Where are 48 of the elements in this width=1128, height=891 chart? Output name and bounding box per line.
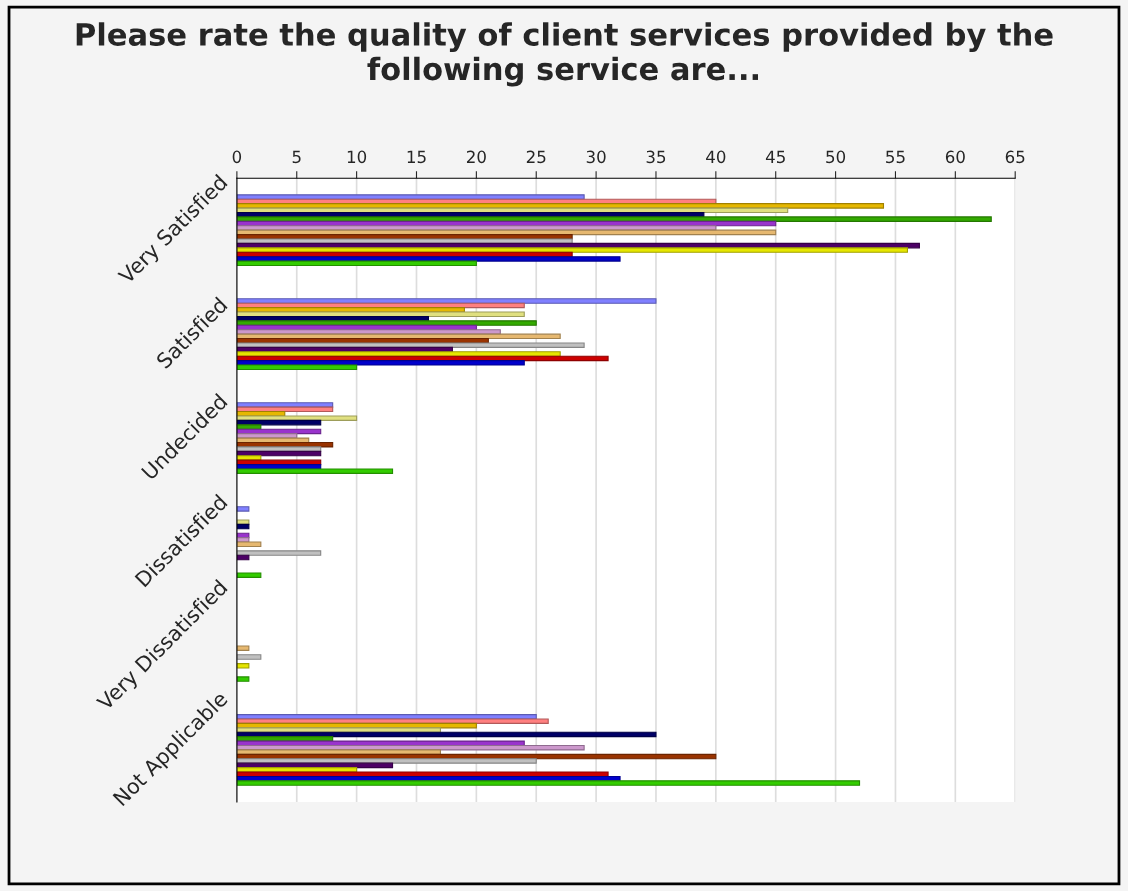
bar (236, 771, 609, 777)
bar (236, 207, 789, 214)
bar (236, 260, 477, 267)
bar (236, 676, 250, 682)
x-tick-label: 35 (646, 150, 666, 164)
bar (236, 298, 657, 304)
bar (236, 216, 992, 222)
bar (236, 360, 525, 366)
bar (236, 572, 262, 578)
bar (236, 541, 262, 547)
bar (236, 225, 717, 231)
x-tick-label: 20 (466, 150, 486, 164)
bar (236, 727, 441, 733)
x-tick-label: 60 (945, 150, 965, 164)
bar (236, 780, 861, 786)
bar (236, 194, 585, 200)
bar (236, 718, 549, 724)
bar (236, 415, 358, 421)
bar (236, 320, 537, 326)
x-tick-label: 5 (292, 150, 301, 164)
x-tick-label: 55 (886, 150, 905, 164)
chart-title: Please rate the quality of client services provided by the following service are... (76, 22, 1053, 87)
bar (236, 645, 250, 651)
bar (236, 506, 250, 512)
x-tick-label: 30 (586, 150, 606, 164)
bar (236, 364, 358, 371)
x-tick-label: 15 (407, 150, 426, 164)
x-tick-label: 65 (1005, 150, 1025, 164)
bar (236, 406, 334, 413)
bar (236, 758, 537, 764)
bar (236, 654, 262, 660)
x-tick-label: 10 (347, 150, 367, 164)
x-tick-label: 25 (526, 150, 546, 164)
bar (236, 311, 525, 318)
bar (236, 468, 394, 474)
x-tick-label: 45 (765, 150, 785, 164)
bar (236, 342, 585, 348)
bar (236, 333, 561, 340)
bar (236, 247, 908, 253)
x-tick-label: 40 (706, 150, 726, 164)
bar (236, 740, 525, 747)
bar (236, 351, 561, 357)
bar (236, 749, 441, 755)
x-tick-label: 50 (826, 150, 846, 164)
bar (236, 238, 573, 244)
bar (236, 663, 250, 669)
bar (236, 550, 322, 556)
x-tick-label: 0 (232, 150, 242, 164)
